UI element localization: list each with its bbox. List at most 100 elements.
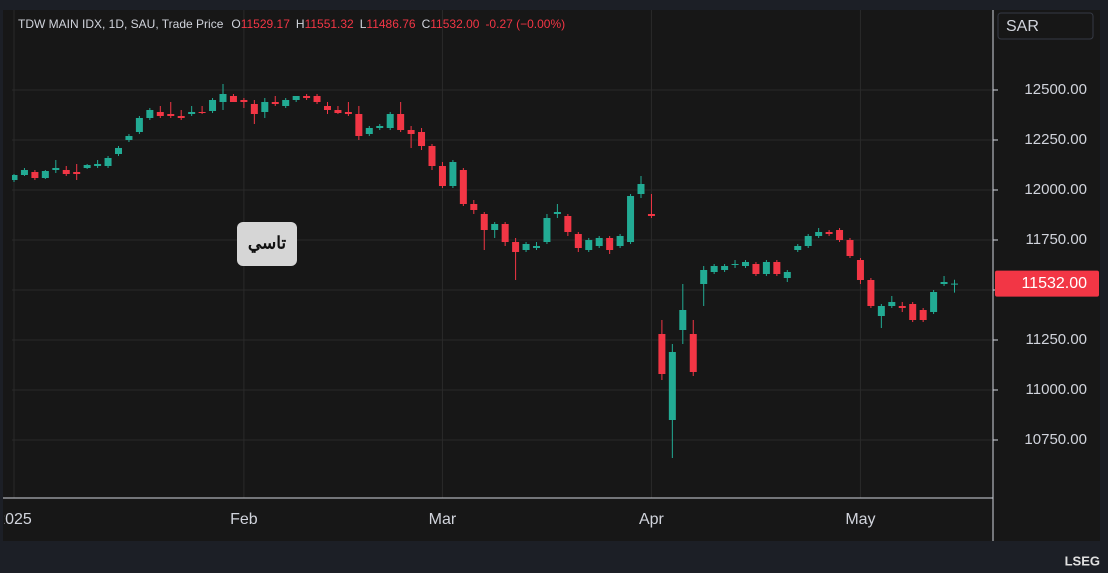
candle-body: [574, 234, 582, 248]
candle-body: [930, 292, 938, 312]
candle-body: [647, 214, 655, 216]
candle-body: [543, 218, 551, 242]
candle-body: [303, 96, 311, 98]
o-value: 11529.17: [240, 17, 290, 31]
candle-body: [52, 168, 60, 170]
candle-body: [376, 126, 384, 128]
candle-body: [418, 132, 426, 146]
change: -0.27 (−0.00%): [485, 17, 566, 31]
candle-body: [73, 172, 81, 174]
candle-body: [271, 102, 279, 104]
candle-body: [94, 164, 102, 166]
candle-body: [762, 262, 770, 274]
panel: [3, 10, 1100, 541]
x-tick-label: Mar: [429, 511, 457, 528]
candle-body: [397, 114, 405, 130]
annotation: تاسي: [248, 233, 287, 253]
watermark: LSEG: [1065, 553, 1100, 568]
candle-body: [679, 310, 687, 330]
x-tick-label: May: [845, 511, 875, 528]
candle-body: [125, 136, 133, 140]
candle-body: [365, 128, 373, 134]
candle-body: [282, 100, 290, 106]
candle-body: [689, 334, 697, 372]
candle-body: [658, 334, 666, 374]
candle-body: [344, 112, 352, 114]
x-tick-label: Feb: [230, 511, 258, 528]
candle-body: [783, 272, 791, 278]
candle-body: [250, 104, 258, 114]
candle-body: [909, 304, 917, 320]
candle-body: [815, 232, 823, 236]
candle-body: [731, 264, 739, 265]
candle-body: [940, 282, 948, 284]
candle-body: [585, 240, 593, 250]
candle-body: [198, 112, 206, 113]
candle-body: [919, 310, 927, 320]
candle-body: [512, 242, 520, 252]
candle-body: [449, 162, 457, 186]
y-tick-label: 10750.00: [1024, 431, 1087, 448]
c-value: 11532.00: [430, 17, 480, 31]
candle-body: [846, 240, 854, 256]
last-price-box: [995, 270, 1099, 297]
candle-body: [459, 170, 467, 204]
candle-body: [83, 165, 91, 168]
candle-body: [533, 246, 540, 248]
candle-body: [668, 352, 676, 420]
candle-body: [31, 172, 39, 178]
candle-body: [146, 110, 154, 118]
candle-body: [804, 236, 812, 246]
h-value: 11551.32: [304, 17, 354, 31]
candle-body: [438, 166, 446, 186]
candle-body: [135, 118, 143, 132]
y-tick-label: 12500.00: [1024, 81, 1087, 98]
candle-body: [836, 230, 844, 240]
candle-body: [219, 94, 227, 102]
candle-body: [355, 114, 363, 136]
l-label: L: [359, 17, 367, 31]
candle-body: [292, 96, 300, 100]
candle-body: [877, 306, 885, 316]
candle-body: [867, 280, 875, 306]
h-label: H: [295, 17, 305, 31]
symbol: TDW MAIN IDX, 1D, SAU, Trade Price: [18, 17, 224, 31]
last-price-label: 11532.00: [1021, 275, 1087, 292]
candle-body: [794, 246, 802, 250]
candle-body: [313, 96, 321, 102]
candle-body: [752, 264, 760, 274]
candle-body: [229, 96, 237, 102]
legend-header: TDW MAIN IDX, 1D, SAU, Trade Price O11529…: [18, 17, 571, 31]
candle-body: [115, 148, 122, 154]
c-label: C: [421, 17, 431, 31]
y-tick-label: 12000.00: [1024, 181, 1087, 198]
candle-body: [825, 232, 833, 234]
candle-body: [188, 112, 196, 114]
candle-body: [12, 175, 18, 180]
candle-body: [742, 262, 749, 266]
candle-body: [606, 238, 614, 250]
candle-body: [386, 114, 394, 128]
y-tick-label: 12250.00: [1024, 131, 1087, 148]
candle-body: [898, 306, 906, 308]
candle-body: [616, 236, 624, 246]
annotation-box: [237, 222, 297, 266]
candle-body: [177, 116, 185, 118]
candle-body: [627, 196, 635, 242]
candle-body: [62, 170, 70, 174]
l-value: 11486.76: [366, 17, 416, 31]
candle-body: [564, 216, 572, 232]
candle-body: [407, 130, 415, 134]
currency-box[interactable]: [997, 12, 1094, 40]
candle-body: [240, 100, 248, 102]
candle-body: [428, 146, 436, 166]
candle-body: [104, 158, 112, 166]
candle-body: [595, 238, 603, 246]
candle-body: [491, 224, 499, 230]
candle-body: [637, 184, 645, 194]
candle-body: [324, 106, 331, 110]
candle-body: [721, 266, 729, 270]
y-tick-label: 11250.00: [1026, 331, 1087, 348]
candle-body: [773, 262, 781, 274]
